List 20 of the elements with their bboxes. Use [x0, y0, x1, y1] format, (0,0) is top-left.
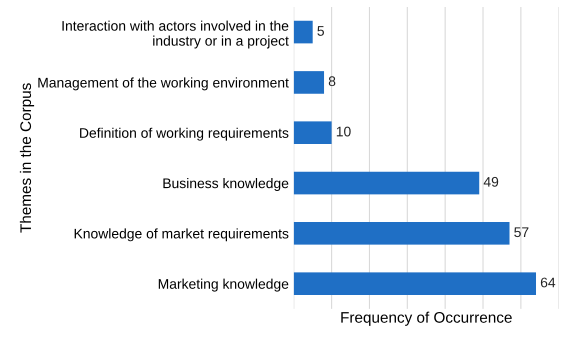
y-tick-label: Interaction with actors involved in the industry or in a project [62, 20, 289, 48]
data-label: 5 [317, 26, 324, 36]
bar [294, 20, 313, 44]
x-axis-title: Frequency of Occurrence [341, 312, 512, 326]
y-tick-label: Management of the working environment [38, 77, 289, 90]
bar [294, 71, 324, 94]
y-tick-label: Definition of working requirements [80, 128, 288, 141]
bar [294, 272, 536, 295]
bar [294, 222, 510, 245]
y-axis-title: Themes in the Corpus [20, 83, 34, 233]
y-tick-label: Business knowledge [163, 178, 288, 191]
bar [294, 121, 332, 144]
y-tick-label: Marketing knowledge [158, 278, 288, 292]
data-label: 8 [328, 76, 336, 86]
data-label: 64 [540, 278, 556, 288]
data-label: 49 [484, 176, 498, 187]
bar [294, 172, 480, 194]
data-label: 10 [336, 126, 351, 136]
data-label: 57 [514, 227, 528, 238]
y-tick-label: Knowledge of market requirements [74, 228, 288, 242]
